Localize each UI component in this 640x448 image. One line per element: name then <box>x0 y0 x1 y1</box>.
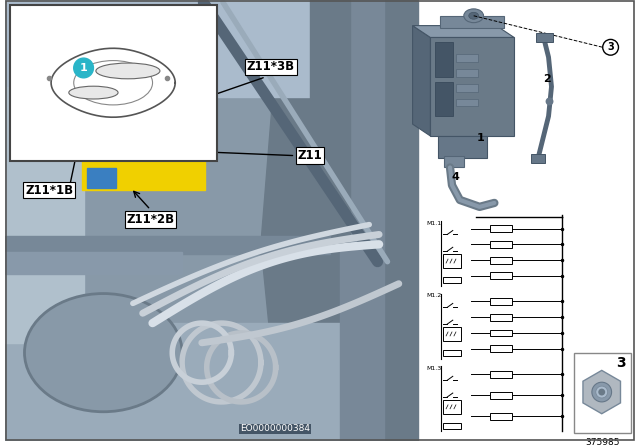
Text: Z11: Z11 <box>298 149 323 162</box>
Ellipse shape <box>24 293 182 412</box>
Bar <box>536 33 554 43</box>
Circle shape <box>74 58 93 78</box>
Bar <box>156 116 183 136</box>
Text: 3: 3 <box>616 356 627 370</box>
Circle shape <box>113 126 139 152</box>
Circle shape <box>598 388 605 396</box>
Text: 2: 2 <box>543 74 552 84</box>
Ellipse shape <box>74 60 152 105</box>
Text: 375985: 375985 <box>586 438 620 448</box>
Bar <box>443 254 461 268</box>
Bar <box>444 155 464 168</box>
Bar <box>430 38 514 136</box>
Bar <box>422 215 574 433</box>
Text: Z11*2B: Z11*2B <box>127 213 175 226</box>
Bar <box>443 350 461 356</box>
Text: M1.1: M1.1 <box>426 220 442 226</box>
Bar <box>4 86 84 343</box>
Text: 4: 4 <box>452 172 460 182</box>
Bar <box>438 136 488 158</box>
Polygon shape <box>413 26 430 136</box>
Bar <box>70 127 97 149</box>
Bar <box>310 0 349 244</box>
Bar <box>10 5 216 160</box>
Bar <box>490 371 512 378</box>
Ellipse shape <box>468 12 479 19</box>
Bar <box>4 0 419 441</box>
Bar <box>86 111 146 129</box>
Circle shape <box>545 98 554 105</box>
Polygon shape <box>583 370 621 414</box>
Bar <box>490 314 512 321</box>
Bar <box>419 0 636 441</box>
FancyArrowPatch shape <box>204 2 378 262</box>
Bar <box>490 241 512 248</box>
Bar <box>490 257 512 263</box>
Polygon shape <box>51 48 175 117</box>
Bar <box>86 168 116 188</box>
Bar <box>443 422 461 428</box>
Text: 1: 1 <box>80 63 88 73</box>
Ellipse shape <box>464 9 484 23</box>
Bar <box>435 82 453 116</box>
Bar <box>340 0 384 441</box>
FancyArrowPatch shape <box>223 2 387 262</box>
Bar <box>443 400 461 414</box>
Polygon shape <box>261 0 419 441</box>
Bar <box>443 327 461 341</box>
Text: 1: 1 <box>122 133 131 146</box>
Bar <box>4 252 182 274</box>
Circle shape <box>596 386 607 398</box>
Text: M1.3: M1.3 <box>426 366 442 371</box>
Bar <box>456 69 477 77</box>
Bar <box>490 330 512 336</box>
Ellipse shape <box>96 63 160 79</box>
Bar <box>456 54 477 62</box>
Bar <box>490 298 512 305</box>
Bar <box>490 345 512 352</box>
Text: 3: 3 <box>607 42 614 52</box>
Polygon shape <box>413 26 514 38</box>
Bar <box>443 277 461 283</box>
Bar <box>82 111 205 190</box>
Bar <box>456 84 477 91</box>
Bar <box>440 16 504 28</box>
Circle shape <box>603 39 618 55</box>
Bar <box>435 43 453 77</box>
Bar <box>4 237 330 254</box>
Bar <box>456 99 477 106</box>
Bar <box>4 0 310 96</box>
Bar <box>531 154 545 163</box>
Text: 1: 1 <box>477 133 484 143</box>
Text: Z11*1B: Z11*1B <box>25 184 73 197</box>
Ellipse shape <box>69 86 118 99</box>
Bar <box>490 272 512 279</box>
Text: Z11*3B: Z11*3B <box>246 60 295 73</box>
Text: M1.2: M1.2 <box>426 293 442 298</box>
Bar <box>4 323 349 441</box>
Circle shape <box>592 382 612 402</box>
Bar <box>574 353 631 433</box>
Text: EO0000000384: EO0000000384 <box>240 424 310 433</box>
Bar <box>490 225 512 232</box>
Bar <box>490 413 512 420</box>
Bar <box>490 392 512 399</box>
